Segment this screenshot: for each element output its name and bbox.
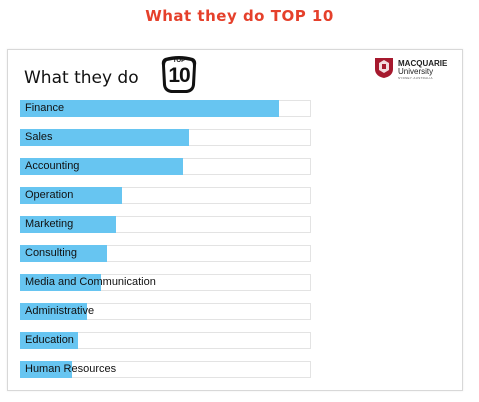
badge-top-label: TOP xyxy=(172,58,186,64)
bar-label: Finance xyxy=(25,102,65,114)
badge-number: 10 xyxy=(168,64,190,87)
bar-consulting xyxy=(20,245,107,262)
bar-sales xyxy=(20,129,189,146)
bar-human-resources xyxy=(20,361,72,378)
page-heading: What they do TOP 10 xyxy=(145,7,334,25)
bar-label: Operation xyxy=(25,189,74,201)
crest-icon xyxy=(375,58,393,78)
bar-label: Sales xyxy=(25,131,53,143)
bar-administrative xyxy=(20,303,87,320)
logo-line-2: University xyxy=(398,67,434,76)
bar-operation xyxy=(20,187,122,204)
bar-label: Media and Communication xyxy=(25,276,156,288)
bar-label: Human Resources xyxy=(25,363,117,375)
bar-finance xyxy=(20,100,279,117)
bar-label: Administrative xyxy=(25,305,95,317)
bar-label: Consulting xyxy=(25,247,77,259)
slide-title: What they do xyxy=(24,68,139,88)
bar-label: Education xyxy=(25,334,74,346)
bar-accounting xyxy=(20,158,183,175)
bar-education xyxy=(20,332,78,349)
top10-badge-icon: TOP 10 xyxy=(159,55,199,95)
macquarie-logo: MACQUARIE University SYDNEY·AUSTRALIA xyxy=(374,57,458,81)
bar-label: Accounting xyxy=(25,160,80,172)
bar-marketing xyxy=(20,216,116,233)
bar-media-and-communication xyxy=(20,274,101,291)
bar-label: Marketing xyxy=(25,218,74,230)
logo-line-1: MACQUARIE xyxy=(398,59,448,68)
logo-line-3: SYDNEY·AUSTRALIA xyxy=(398,76,433,80)
slide-panel: What they do TOP 10 MACQUARIE University… xyxy=(7,49,463,391)
